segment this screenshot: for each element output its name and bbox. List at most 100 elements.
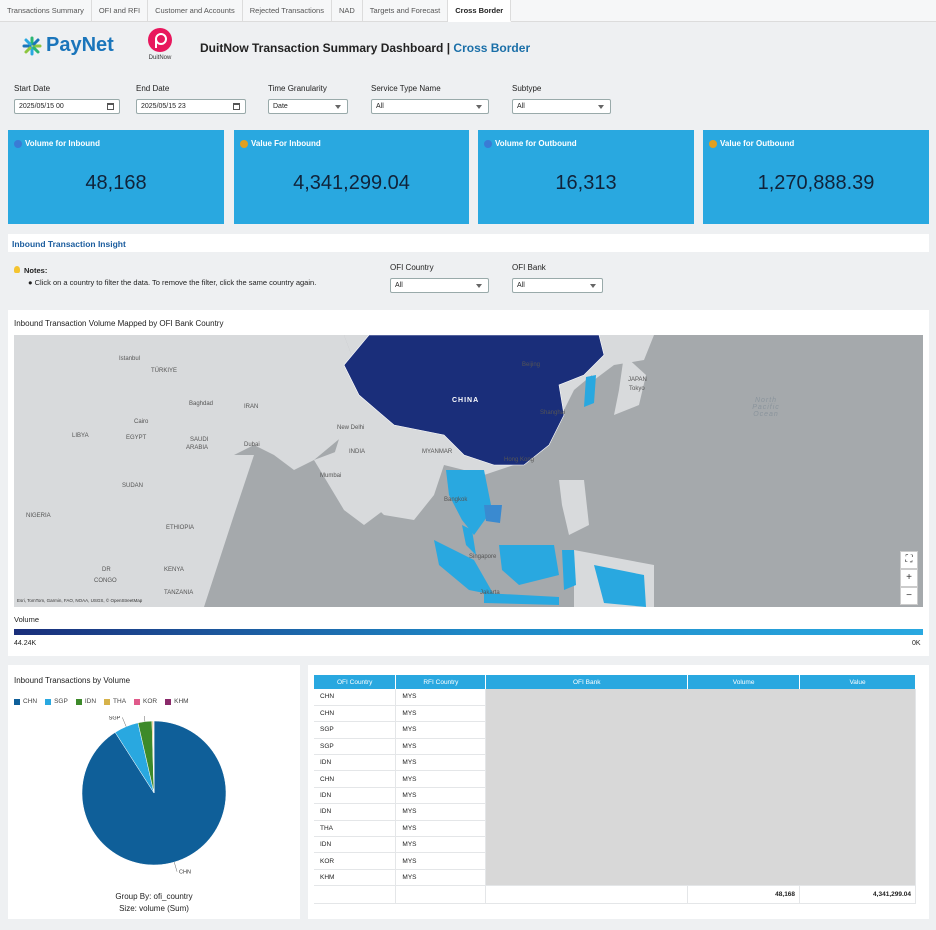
calendar-icon[interactable] <box>233 103 240 110</box>
table-row[interactable]: CHN MYS <box>314 770 916 788</box>
indonesia-sulawesi <box>562 550 576 590</box>
cell-ofi-country: KHM <box>314 869 397 887</box>
cell-rfi-country: MYS <box>395 820 487 838</box>
service-type-select[interactable]: All <box>371 99 489 114</box>
tab-cross-border[interactable]: Cross Border <box>448 0 512 22</box>
map-attribution: Esri, TomTom, Garmin, FAO, NOAA, USGS, ©… <box>17 598 143 603</box>
tab-nad[interactable]: NAD <box>332 0 363 22</box>
map-label-india: INDIA <box>349 449 366 455</box>
tab-transactions-summary[interactable]: Transactions Summary <box>0 0 92 22</box>
pie-legend-item[interactable]: SGP <box>45 698 68 705</box>
col-header-ofi-bank[interactable]: OFI Bank <box>485 675 689 689</box>
zoom-in-button[interactable]: + <box>900 569 918 587</box>
start-date-filter: Start Date 2025/05/15 00 <box>14 84 120 114</box>
subtype-filter: Subtype All <box>512 84 611 114</box>
col-header-rfi-country[interactable]: RFI Country <box>395 675 487 689</box>
map-label-egypt: EGYPT <box>126 435 147 441</box>
globe-icon <box>14 139 22 148</box>
pie-legend-item[interactable]: THA <box>104 698 126 705</box>
end-date-input[interactable]: 2025/05/15 23 <box>136 99 246 114</box>
start-date-input[interactable]: 2025/05/15 00 <box>14 99 120 114</box>
zoom-out-button[interactable]: − <box>900 587 918 605</box>
map-label-kenya: KENYA <box>164 567 184 573</box>
subtype-label: Subtype <box>512 84 542 93</box>
pie-group-by: Group By: ofi_country <box>115 892 193 901</box>
cell-rfi-country: MYS <box>395 787 487 805</box>
subtype-select[interactable]: All <box>512 99 611 114</box>
ofi-country-label: OFI Country <box>390 263 434 272</box>
map-svg[interactable] <box>14 335 923 607</box>
pie-legend-item[interactable]: IDN <box>75 698 96 705</box>
map-legend-min: 44.24K <box>14 640 37 647</box>
table-row[interactable]: IDN MYS <box>314 787 916 805</box>
tab-targets-and-forecast[interactable]: Targets and Forecast <box>363 0 449 22</box>
ofi-country-select[interactable]: All <box>390 278 489 293</box>
tab-rejected-transactions[interactable]: Rejected Transactions <box>243 0 332 22</box>
time-granularity-select[interactable]: Date <box>268 99 348 114</box>
notes-label: Notes: <box>24 266 48 275</box>
ocean-label-line-3: Ocean <box>753 411 779 418</box>
legend-label: KOR <box>143 698 158 705</box>
col-header-ofi-country[interactable]: OFI Country <box>314 675 397 689</box>
pie-legend-item[interactable]: KHM <box>165 698 189 705</box>
table-row[interactable]: IDN MYS <box>314 803 916 821</box>
kpi-label: Value For Inbound <box>240 139 321 148</box>
table-row[interactable]: SGP MYS <box>314 721 916 739</box>
table-row[interactable]: THA MYS <box>314 820 916 838</box>
service-type-value: All <box>376 103 384 110</box>
kpi-label: Volume for Outbound <box>484 139 577 148</box>
calendar-icon[interactable] <box>107 103 114 110</box>
pie-legend: CHN SGP IDN THA KOR KHM <box>14 698 197 705</box>
tab-ofi-and-rfi[interactable]: OFI and RFI <box>92 0 149 22</box>
map-label-iran: IRAN <box>244 404 259 410</box>
map-label-dr: DR <box>102 567 111 573</box>
start-date-value: 2025/05/15 00 <box>19 103 64 110</box>
notes-text: ● Click on a country to filter the data.… <box>28 278 317 287</box>
pie-leader-line <box>173 862 178 872</box>
table-row[interactable]: CHN MYS <box>314 689 916 887</box>
ofi-bank-select[interactable]: All <box>512 278 603 293</box>
cell-rfi-country: MYS <box>395 852 487 870</box>
cell-rfi-country: MYS <box>395 869 487 887</box>
map-title: Inbound Transaction Volume Mapped by OFI… <box>14 319 224 328</box>
pie-legend-item[interactable]: KOR <box>134 698 157 705</box>
insight-header-panel <box>8 234 929 252</box>
table-row[interactable]: SGP MYS <box>314 738 916 756</box>
total-empty-cell <box>485 885 689 905</box>
map-label-baghdad: Baghdad <box>189 401 214 407</box>
legend-label: SGP <box>54 698 68 705</box>
table-row[interactable]: KHM MYS <box>314 869 916 887</box>
page-title-main: DuitNow Transaction Summary Dashboard | <box>200 41 451 55</box>
map-label-tokyo: Tokyo <box>629 386 645 392</box>
ofi-country-filter: OFI Country All <box>390 263 489 293</box>
map-label-japan: JAPAN <box>628 377 647 383</box>
cell-ofi-country: SGP <box>314 721 397 739</box>
paynet-logo-text: PayNet <box>46 34 114 56</box>
cambodia-region <box>484 505 502 523</box>
tab-customer-and-accounts[interactable]: Customer and Accounts <box>148 0 243 22</box>
col-header-volume[interactable]: Volume <box>687 675 801 689</box>
section-title: Inbound Transaction Insight <box>12 239 126 249</box>
kpi-value: 1,270,888.39 <box>757 172 875 194</box>
ofi-bank-label: OFI Bank <box>512 263 546 272</box>
map-canvas[interactable]: Istanbul TÜRKIYE Baghdad IRAN Cairo LIBY… <box>14 335 923 607</box>
dashboard-header: PayNet DuitNow DuitNow Transaction Summa… <box>0 22 936 70</box>
ocean-label: North Pacific Ocean <box>736 397 796 418</box>
china-region <box>343 335 605 466</box>
map-label-nigeria: NIGERIA <box>26 513 51 519</box>
map-label-istanbul: Istanbul <box>119 356 141 362</box>
table-row[interactable]: CHN MYS <box>314 705 916 723</box>
pie-title: Inbound Transactions by Volume <box>14 676 131 685</box>
table-row[interactable]: IDN MYS <box>314 836 916 854</box>
col-header-value[interactable]: Value <box>799 675 916 689</box>
table-row[interactable]: KOR MYS <box>314 852 916 870</box>
land-kenya-coast <box>154 455 254 607</box>
map-label-myanmar: MYANMAR <box>422 449 453 455</box>
pie-legend-item[interactable]: CHN <box>14 698 37 705</box>
map-label-ethiopia: ETHIOPIA <box>166 525 195 531</box>
map-legend-title: Volume <box>14 615 40 624</box>
fullscreen-icon[interactable]: ⛶ <box>900 551 918 569</box>
table-row[interactable]: IDN MYS <box>314 754 916 772</box>
kpi-value: 48,168 <box>85 172 147 194</box>
